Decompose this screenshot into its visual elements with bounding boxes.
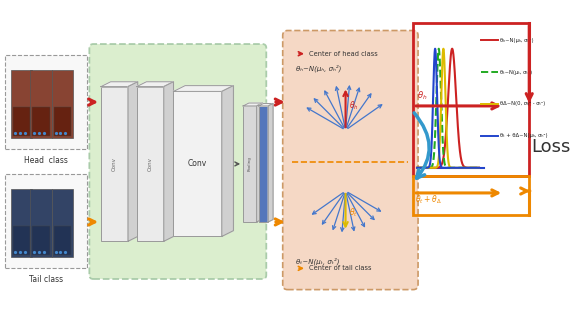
Polygon shape	[243, 103, 263, 106]
Polygon shape	[222, 86, 233, 237]
Polygon shape	[268, 103, 273, 222]
FancyBboxPatch shape	[13, 226, 31, 255]
FancyBboxPatch shape	[243, 106, 257, 222]
Text: θₜ + θΔ~N(μₕ, σₕ²): θₜ + θΔ~N(μₕ, σₕ²)	[500, 133, 548, 138]
FancyBboxPatch shape	[32, 107, 50, 136]
Text: $\theta_h$: $\theta_h$	[350, 100, 359, 112]
Text: Pooling: Pooling	[248, 156, 252, 171]
Polygon shape	[137, 82, 173, 87]
FancyBboxPatch shape	[54, 107, 71, 136]
Text: Center of tail class: Center of tail class	[309, 265, 372, 271]
Polygon shape	[257, 103, 263, 222]
FancyBboxPatch shape	[173, 91, 222, 237]
Text: θₜ~N(μₜ, σₜ²): θₜ~N(μₜ, σₜ²)	[296, 258, 340, 265]
FancyBboxPatch shape	[32, 226, 50, 255]
FancyBboxPatch shape	[5, 55, 88, 149]
Polygon shape	[101, 82, 138, 87]
Text: Loss: Loss	[531, 137, 571, 156]
Text: Conv: Conv	[148, 157, 153, 171]
FancyBboxPatch shape	[259, 106, 268, 222]
FancyArrowPatch shape	[414, 113, 429, 178]
FancyBboxPatch shape	[54, 226, 71, 255]
Text: Center of head class: Center of head class	[309, 51, 377, 57]
Text: $\theta_t + \theta_\Delta$: $\theta_t + \theta_\Delta$	[415, 194, 442, 206]
Polygon shape	[164, 82, 173, 241]
Text: Conv: Conv	[188, 159, 207, 168]
FancyBboxPatch shape	[31, 189, 52, 257]
Text: θₜ~N(μₜ, σₜ²): θₜ~N(μₜ, σₜ²)	[500, 70, 532, 75]
FancyBboxPatch shape	[137, 87, 164, 241]
FancyBboxPatch shape	[31, 70, 52, 138]
Text: Tail class: Tail class	[29, 275, 63, 284]
FancyBboxPatch shape	[11, 70, 32, 138]
Text: $\theta_h$: $\theta_h$	[417, 89, 427, 102]
Polygon shape	[259, 103, 273, 106]
FancyBboxPatch shape	[52, 70, 73, 138]
FancyBboxPatch shape	[5, 174, 88, 268]
Text: $\theta_t$: $\theta_t$	[350, 206, 358, 219]
Polygon shape	[173, 86, 233, 91]
Text: θΔ~N(0, σₕ² - σₜ²): θΔ~N(0, σₕ² - σₜ²)	[500, 101, 545, 107]
FancyBboxPatch shape	[101, 87, 128, 241]
Text: Conv: Conv	[112, 157, 117, 171]
FancyBboxPatch shape	[52, 189, 73, 257]
FancyBboxPatch shape	[89, 44, 266, 279]
FancyBboxPatch shape	[283, 30, 418, 290]
Text: θₕ~N(μₕ, σₕ²): θₕ~N(μₕ, σₕ²)	[296, 64, 342, 72]
Text: Head  class: Head class	[24, 156, 69, 165]
Polygon shape	[128, 82, 138, 241]
FancyBboxPatch shape	[13, 107, 31, 136]
Text: θₕ~N(μₕ, σₕ²): θₕ~N(μₕ, σₕ²)	[500, 38, 534, 43]
FancyBboxPatch shape	[11, 189, 32, 257]
